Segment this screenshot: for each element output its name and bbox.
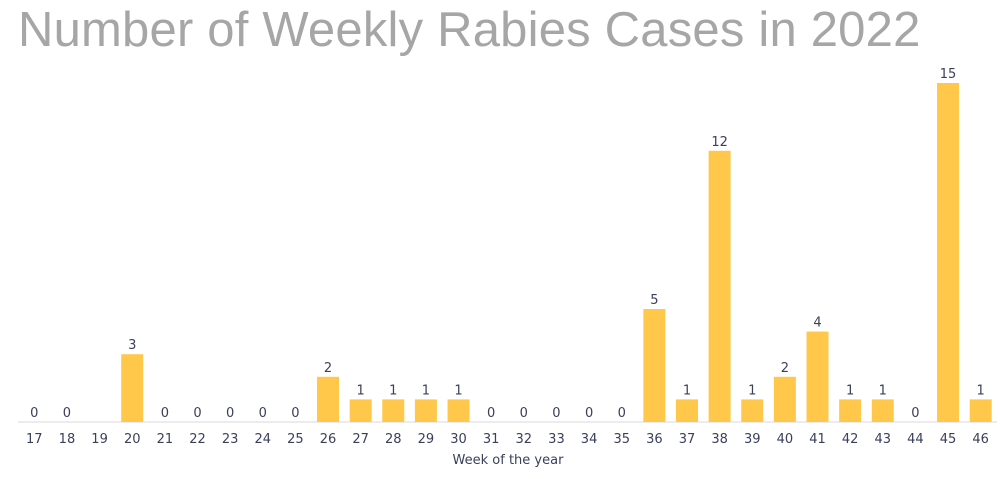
- data-label: 1: [748, 383, 756, 398]
- x-tick-label: 27: [352, 432, 369, 447]
- bar: [969, 399, 992, 422]
- data-label: 0: [30, 406, 38, 421]
- bar: [871, 399, 894, 422]
- data-label: 0: [161, 406, 169, 421]
- x-tick-label: 24: [254, 432, 271, 447]
- data-label: 0: [520, 406, 528, 421]
- x-tick-label: 28: [385, 432, 402, 447]
- data-label: 1: [454, 383, 462, 398]
- data-label: 15: [940, 67, 957, 82]
- bar: [349, 399, 372, 422]
- x-tick-label: 40: [777, 432, 794, 447]
- x-tick-label: 32: [516, 432, 533, 447]
- x-tick-label: 31: [483, 432, 500, 447]
- x-tick-label: 33: [548, 432, 565, 447]
- x-tick-label: 22: [189, 432, 206, 447]
- x-tick-label: 26: [320, 432, 337, 447]
- bar: [382, 399, 405, 422]
- data-label: 0: [585, 406, 593, 421]
- x-tick-label: 39: [744, 432, 761, 447]
- x-tick-label: 18: [59, 432, 76, 447]
- bar: [675, 399, 698, 422]
- bars-group: [121, 83, 992, 423]
- data-label: 0: [259, 406, 267, 421]
- bar: [121, 354, 144, 422]
- data-label: 2: [781, 361, 789, 376]
- x-tick-label: 21: [157, 432, 174, 447]
- x-tick-label: 29: [418, 432, 435, 447]
- x-tick-label: 30: [450, 432, 467, 447]
- x-tick-label: 42: [842, 432, 859, 447]
- data-label: 1: [683, 383, 691, 398]
- data-label: 0: [63, 406, 71, 421]
- x-tick-label: 37: [679, 432, 696, 447]
- x-tick-label: 20: [124, 432, 141, 447]
- bar: [317, 376, 340, 422]
- x-tick-label: 17: [26, 432, 43, 447]
- bar: [447, 399, 470, 422]
- x-tick-label: 45: [940, 432, 957, 447]
- bar: [937, 83, 960, 422]
- data-label: 1: [389, 383, 397, 398]
- x-axis-label: Week of the year: [453, 453, 565, 468]
- data-label: 0: [193, 406, 201, 421]
- data-label: 0: [911, 406, 919, 421]
- data-label: 4: [813, 316, 821, 331]
- bar: [773, 376, 796, 422]
- chart-title: Number of Weekly Rabies Cases in 2022: [18, 3, 921, 57]
- x-tick-label: 43: [875, 432, 892, 447]
- data-label: 0: [226, 406, 234, 421]
- bar: [414, 399, 437, 422]
- data-label: 5: [650, 293, 658, 308]
- data-label: 1: [422, 383, 430, 398]
- x-tick-label: 25: [287, 432, 304, 447]
- data-label: 0: [291, 406, 299, 421]
- data-label: 1: [977, 383, 985, 398]
- data-label: 3: [128, 338, 136, 353]
- x-tick-label: 44: [907, 432, 924, 447]
- data-label: 12: [711, 135, 728, 150]
- data-label: 1: [357, 383, 365, 398]
- x-tick-label: 34: [581, 432, 598, 447]
- bar: [741, 399, 764, 422]
- data-label: 0: [618, 406, 626, 421]
- bar: [643, 309, 666, 422]
- x-tick-label: 23: [222, 432, 239, 447]
- data-label: 1: [846, 383, 854, 398]
- x-tick-label: 46: [972, 432, 989, 447]
- bar: [806, 331, 829, 422]
- data-label: 0: [487, 406, 495, 421]
- x-tick-label: 38: [711, 432, 728, 447]
- x-tick-labels-group: 17 18 19 20 21 22 23 24 25 26 27 28 29 30 31 32 33 34 35 36…: [26, 432, 989, 447]
- x-tick-label: 41: [809, 432, 826, 447]
- data-label: 2: [324, 361, 332, 376]
- data-label: 1: [879, 383, 887, 398]
- x-tick-label: 35: [613, 432, 630, 447]
- data-label: 0: [552, 406, 560, 421]
- x-tick-label: 19: [91, 432, 108, 447]
- bar: [839, 399, 862, 422]
- x-tick-label: 36: [646, 432, 663, 447]
- bar: [708, 150, 731, 423]
